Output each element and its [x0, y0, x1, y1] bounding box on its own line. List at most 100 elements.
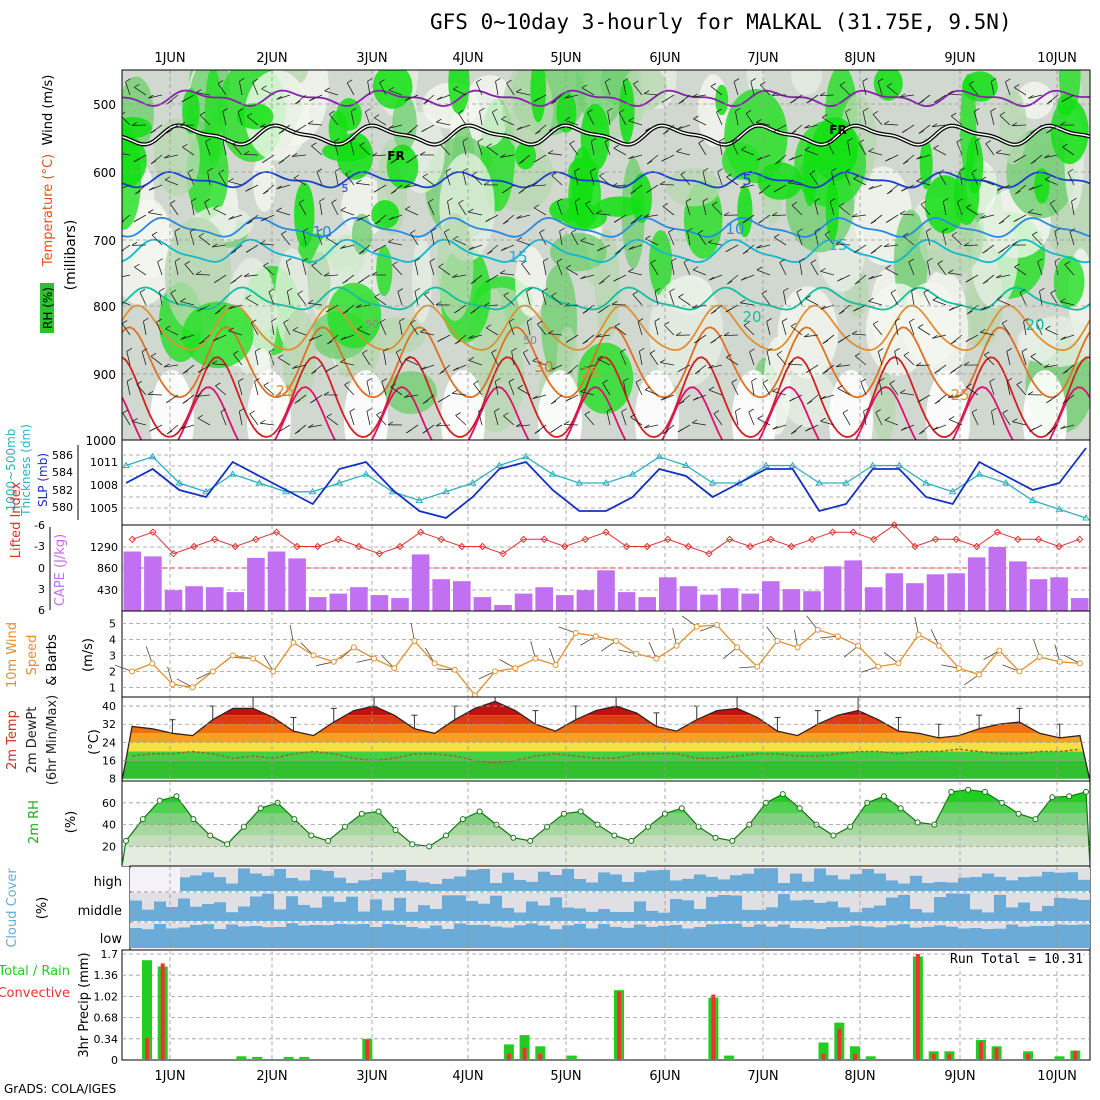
cloud-gap [154, 893, 166, 902]
wind-barb-flag [323, 391, 330, 396]
wind-barb-flag [597, 355, 603, 360]
cloud-block [1030, 911, 1042, 921]
wind-barb [1001, 323, 1011, 336]
wind-barb [693, 118, 707, 126]
rh-blob [369, 317, 425, 354]
wind-barb [569, 143, 579, 156]
wind-barb-flag [842, 409, 849, 414]
cloud-gap [502, 923, 514, 928]
rh-blob-moist [386, 144, 419, 189]
cloud-gap [178, 868, 190, 878]
cloud-gap [670, 893, 682, 899]
wind-barb-flag [205, 138, 211, 143]
wind-barb-flag [311, 262, 317, 266]
wind-barb-flag [325, 308, 332, 313]
cloud-block [622, 911, 634, 921]
wind-barb-flag [243, 273, 250, 277]
rh-point [544, 823, 551, 830]
wind10-path [131, 624, 1080, 697]
cloud-gap [946, 923, 958, 927]
cloud-gap [346, 893, 358, 897]
wind-barb [298, 202, 307, 216]
wind-barb-flag [630, 413, 636, 418]
wind-barb-flag [195, 270, 202, 275]
cloud-block [238, 906, 250, 921]
wind-barb-flag [374, 293, 380, 298]
wind-barb [237, 111, 243, 126]
wind-barb-flag [691, 93, 698, 98]
cloud-gap [490, 923, 502, 927]
wind10-point [189, 684, 196, 691]
wind-barb [276, 210, 291, 216]
wind-barb-flag [452, 367, 459, 371]
wind-barb-flag [697, 230, 704, 234]
wind-barb-flag [180, 336, 186, 340]
cloud-gap [934, 868, 946, 882]
wind-barb-flag [230, 250, 237, 254]
wind-barb [668, 231, 675, 246]
cloud-block [910, 927, 922, 948]
wind-barb-flag [822, 370, 829, 374]
wind-barb [276, 94, 291, 100]
wind-barb [379, 82, 387, 96]
wind10-speed-line [129, 622, 1083, 699]
wind-barb [599, 175, 611, 186]
cloud-block [166, 906, 178, 921]
wind-barb-flag [918, 100, 925, 104]
wind-barb-flag [1045, 325, 1051, 330]
wind-barb-flag [580, 388, 586, 392]
cloud-gap [1030, 923, 1042, 926]
wind-barb-flag [827, 139, 834, 143]
wind-barb-flag [790, 99, 796, 104]
wind-barb-flag [309, 97, 315, 102]
wind-barb [836, 364, 851, 368]
thickness-point [1002, 479, 1010, 486]
wind-barb [180, 424, 195, 430]
cloud-gap [310, 923, 322, 925]
wind-barb-flag [804, 124, 810, 129]
wind-barb [606, 411, 611, 426]
li-point [1075, 535, 1084, 544]
wind10-barbs [115, 615, 1081, 707]
li-point [952, 535, 960, 544]
wind-barb-flag [262, 190, 269, 195]
cloud-block [718, 879, 730, 891]
wind-barb [632, 294, 643, 306]
wind-barb-flag [533, 98, 539, 102]
rh2m-tick: 40 [102, 819, 116, 832]
wind-barb-flag [534, 430, 541, 434]
rh-blob [385, 371, 438, 415]
wind-barb-flag [355, 304, 362, 308]
wind-barb [990, 81, 995, 96]
cloud-block [346, 882, 358, 891]
freezing-line-inner [122, 124, 1090, 146]
cloud-gap [838, 868, 850, 880]
wind-barb-flag [397, 288, 404, 292]
cloud-gap [694, 893, 706, 909]
wind-barb [884, 419, 899, 426]
wind10-point [875, 663, 882, 670]
thickness-point [148, 452, 157, 460]
thickness-point [1082, 514, 1090, 521]
wind-barb [539, 232, 547, 246]
wind-barb-flag [388, 86, 395, 91]
wind-barb-flag [556, 198, 563, 203]
top-tick-label: 8JUN [844, 51, 875, 66]
wind-barb-flag [133, 158, 140, 163]
wind10-point [915, 631, 922, 638]
wind-barb-flag [659, 181, 666, 185]
wind-barb-flag [1028, 186, 1035, 191]
cloud-gap [214, 868, 226, 878]
cloud-block [154, 901, 166, 921]
thickness-point [495, 461, 504, 468]
wind-barb [478, 411, 483, 426]
precip-tick: 1.7 [101, 948, 119, 961]
wind-barb-flag [371, 152, 378, 157]
temp2m-unit: (°C) [87, 729, 102, 755]
wind-barb [328, 113, 339, 126]
wind-barb-flag [581, 84, 588, 89]
wind-barb [829, 201, 835, 216]
wind-barb-flag [501, 115, 507, 120]
cloud-block [418, 928, 430, 948]
